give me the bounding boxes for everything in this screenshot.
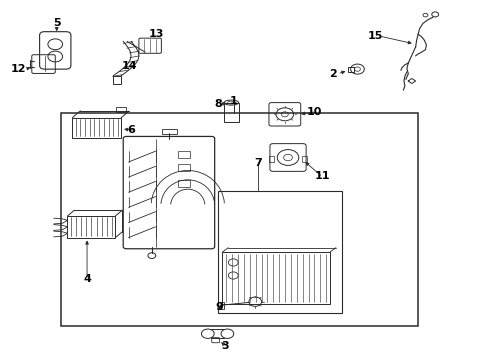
Bar	[116, 107, 126, 112]
Text: 9: 9	[215, 302, 223, 312]
Text: 1: 1	[229, 96, 237, 106]
Text: 13: 13	[148, 29, 164, 39]
Text: 14: 14	[122, 60, 137, 71]
Bar	[217, 191, 342, 313]
Bar	[222, 252, 329, 304]
Bar	[177, 164, 189, 171]
Bar	[217, 302, 224, 309]
Text: 5: 5	[53, 18, 61, 28]
Bar	[224, 103, 238, 122]
Bar	[113, 76, 121, 84]
Text: 8: 8	[214, 99, 222, 109]
Bar	[162, 129, 177, 134]
Bar	[177, 180, 189, 187]
Text: 4: 4	[83, 274, 91, 284]
Bar	[61, 113, 417, 326]
Text: 7: 7	[254, 158, 262, 168]
Bar	[302, 156, 306, 162]
Bar	[67, 216, 115, 238]
Bar	[268, 156, 273, 162]
Text: 11: 11	[314, 171, 330, 181]
Text: 2: 2	[328, 69, 336, 79]
Text: 6: 6	[127, 125, 135, 135]
Text: 12: 12	[11, 64, 26, 74]
Text: 15: 15	[367, 31, 383, 41]
Text: 3: 3	[221, 341, 228, 351]
Bar	[177, 151, 189, 158]
Bar	[72, 118, 121, 138]
Text: 10: 10	[306, 107, 322, 117]
Bar	[347, 67, 353, 72]
